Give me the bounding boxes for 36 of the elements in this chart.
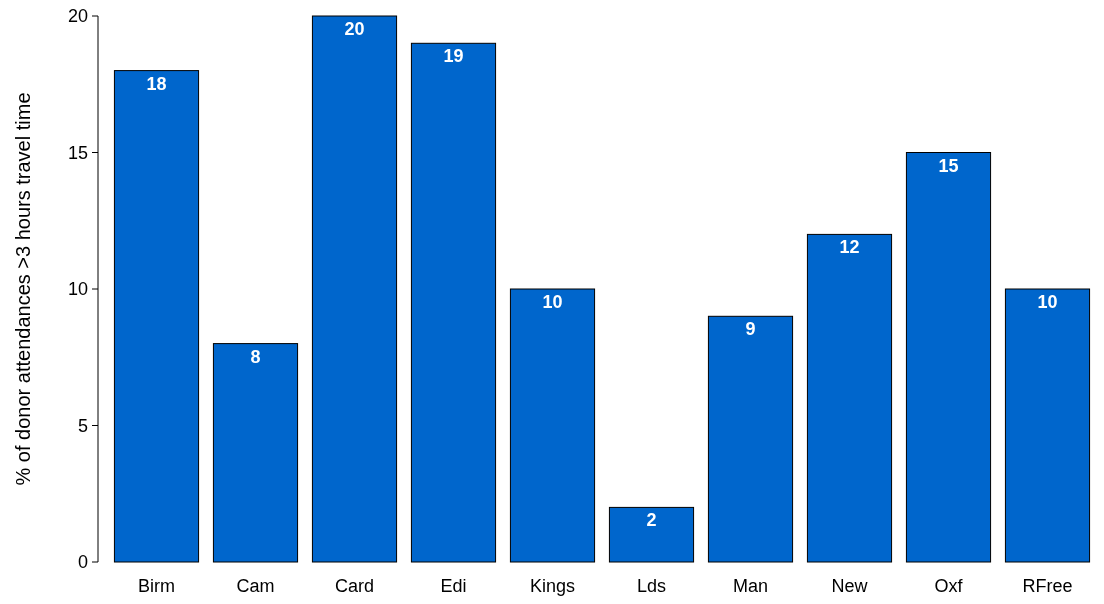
y-axis-title: % of donor attendances >3 hours travel time — [12, 92, 34, 486]
y-tick-label: 20 — [67, 6, 88, 27]
data-label: 9 — [745, 319, 756, 340]
x-tick-label: Birm — [138, 576, 175, 596]
bar — [1004, 288, 1091, 563]
data-label: 19 — [443, 46, 464, 67]
bar — [410, 42, 497, 563]
bar — [311, 15, 398, 563]
data-label: 10 — [1037, 292, 1058, 312]
x-tick-label: New — [831, 576, 869, 596]
y-tick-label: 0 — [77, 552, 88, 573]
x-tick-label: Card — [334, 576, 375, 596]
data-label: 20 — [344, 19, 365, 39]
x-tick-label: Man — [732, 576, 769, 596]
bar — [806, 233, 893, 563]
data-label: 2 — [646, 510, 657, 531]
y-tick-label: 5 — [77, 415, 88, 436]
data-label: 8 — [250, 346, 261, 367]
bar — [608, 506, 695, 563]
data-label: 10 — [542, 292, 563, 312]
x-tick-label: RFree — [1022, 576, 1073, 596]
y-tick-label: 10 — [67, 279, 88, 300]
data-label: 15 — [938, 155, 959, 176]
data-label: 12 — [839, 237, 860, 258]
x-tick-label: Lds — [636, 576, 667, 596]
bar — [905, 152, 992, 563]
bar — [113, 70, 200, 563]
x-tick-label: Cam — [236, 576, 275, 596]
x-tick-label: Edi — [440, 576, 467, 596]
x-tick-label: Kings — [529, 576, 576, 596]
data-label: 18 — [146, 73, 167, 94]
bar — [707, 315, 794, 563]
bar — [509, 288, 596, 563]
x-tick-label: Oxf — [934, 576, 964, 596]
bar — [212, 343, 299, 563]
y-tick-label: 15 — [67, 142, 88, 163]
